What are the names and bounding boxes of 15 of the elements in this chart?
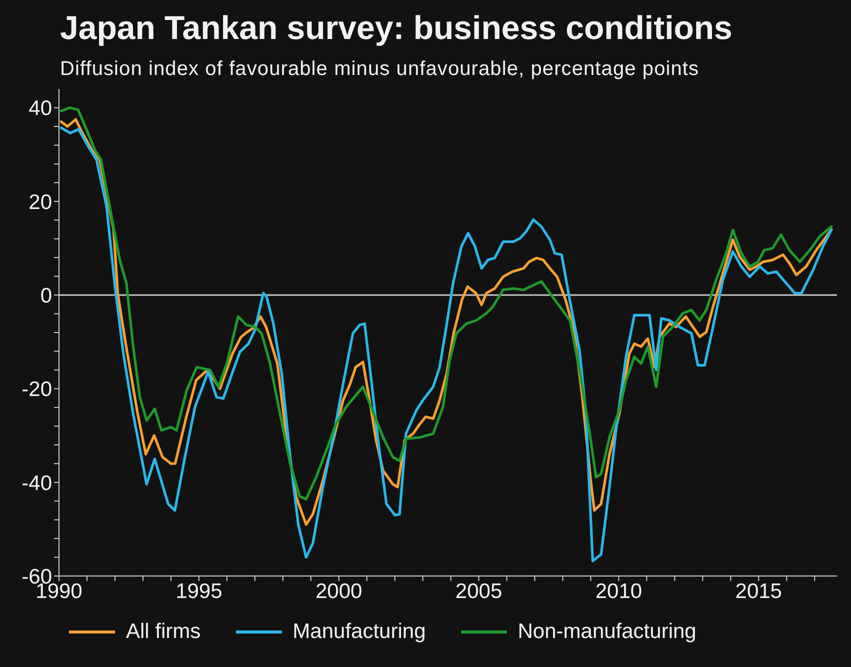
chart-subtitle: Diffusion index of favourable minus unfavourable, percentage points	[60, 58, 700, 81]
y-tick-label: 0	[40, 284, 52, 308]
legend-label: Non-manufacturing	[518, 620, 696, 644]
x-tick-label: 1995	[176, 580, 222, 603]
legend-label: Manufacturing	[292, 620, 426, 644]
y-tick-label: 20	[28, 190, 52, 214]
x-tick-label: 2015	[735, 580, 782, 603]
chart-title: Japan Tankan survey: business conditions	[60, 9, 732, 47]
x-tick-label: 2000	[315, 580, 362, 603]
x-tick-label: 2005	[455, 580, 502, 603]
y-tick-label: 40	[28, 97, 52, 120]
legend-label: All firms	[126, 620, 201, 644]
y-tick-label: -40	[22, 472, 52, 495]
x-tick-label: 2010	[595, 580, 642, 603]
y-tick-label: -20	[22, 378, 52, 402]
